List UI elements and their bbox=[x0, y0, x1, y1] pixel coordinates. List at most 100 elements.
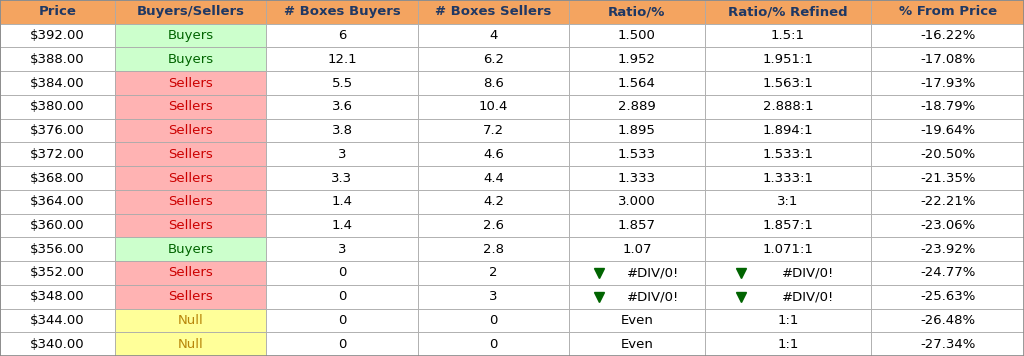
Bar bbox=[569, 190, 705, 214]
Text: 2.6: 2.6 bbox=[483, 219, 504, 232]
Bar bbox=[0, 285, 115, 309]
Bar bbox=[266, 47, 418, 71]
Bar bbox=[569, 261, 705, 285]
Bar bbox=[115, 214, 266, 237]
Text: Price: Price bbox=[39, 5, 76, 19]
Bar bbox=[569, 24, 705, 47]
Text: $384.00: $384.00 bbox=[30, 77, 85, 90]
Bar bbox=[569, 214, 705, 237]
Bar bbox=[266, 261, 418, 285]
Text: $356.00: $356.00 bbox=[30, 243, 85, 256]
Bar bbox=[569, 285, 705, 309]
Bar bbox=[266, 166, 418, 190]
Bar bbox=[418, 95, 569, 119]
Bar bbox=[705, 0, 871, 24]
Text: 0: 0 bbox=[338, 266, 346, 279]
Bar bbox=[569, 71, 705, 95]
Bar bbox=[871, 166, 1024, 190]
Bar bbox=[871, 261, 1024, 285]
Bar bbox=[115, 71, 266, 95]
Bar bbox=[871, 47, 1024, 71]
Bar bbox=[705, 24, 871, 47]
Text: #DIV/0!: #DIV/0! bbox=[627, 266, 679, 279]
Text: Sellers: Sellers bbox=[168, 77, 213, 90]
Text: -25.63%: -25.63% bbox=[920, 290, 976, 303]
Bar bbox=[871, 285, 1024, 309]
Bar bbox=[705, 142, 871, 166]
Text: 2.888:1: 2.888:1 bbox=[763, 100, 813, 113]
Bar bbox=[0, 261, 115, 285]
Text: Buyers: Buyers bbox=[167, 29, 214, 42]
Bar bbox=[569, 142, 705, 166]
Text: Sellers: Sellers bbox=[168, 290, 213, 303]
Text: 2: 2 bbox=[489, 266, 498, 279]
Bar bbox=[266, 71, 418, 95]
Bar bbox=[0, 119, 115, 142]
Bar bbox=[115, 47, 266, 71]
Text: $364.00: $364.00 bbox=[30, 195, 85, 208]
Text: 1.894:1: 1.894:1 bbox=[763, 124, 813, 137]
Text: Sellers: Sellers bbox=[168, 219, 213, 232]
Text: Null: Null bbox=[177, 337, 204, 351]
Bar bbox=[569, 47, 705, 71]
Text: Sellers: Sellers bbox=[168, 266, 213, 279]
Text: 1.4: 1.4 bbox=[332, 219, 352, 232]
Text: 6.2: 6.2 bbox=[483, 53, 504, 66]
Bar bbox=[266, 0, 418, 24]
Bar bbox=[871, 237, 1024, 261]
Text: -21.35%: -21.35% bbox=[920, 172, 976, 184]
Text: -20.50%: -20.50% bbox=[921, 148, 975, 161]
Bar bbox=[266, 190, 418, 214]
Bar bbox=[266, 214, 418, 237]
Text: 8.6: 8.6 bbox=[483, 77, 504, 90]
Text: % From Price: % From Price bbox=[899, 5, 996, 19]
Bar bbox=[115, 285, 266, 309]
Text: -23.06%: -23.06% bbox=[921, 219, 975, 232]
Text: -23.92%: -23.92% bbox=[920, 243, 976, 256]
Bar bbox=[418, 261, 569, 285]
Text: Sellers: Sellers bbox=[168, 148, 213, 161]
Text: Sellers: Sellers bbox=[168, 172, 213, 184]
Bar bbox=[266, 142, 418, 166]
Bar bbox=[266, 285, 418, 309]
Text: Ratio/%: Ratio/% bbox=[608, 5, 666, 19]
Bar bbox=[0, 166, 115, 190]
Text: -19.64%: -19.64% bbox=[921, 124, 975, 137]
Text: 3: 3 bbox=[338, 148, 346, 161]
Bar bbox=[705, 47, 871, 71]
Text: $392.00: $392.00 bbox=[30, 29, 85, 42]
Text: 0: 0 bbox=[338, 290, 346, 303]
Bar bbox=[115, 142, 266, 166]
Text: 1.500: 1.500 bbox=[618, 29, 655, 42]
Text: 1.857: 1.857 bbox=[617, 219, 656, 232]
Text: $348.00: $348.00 bbox=[30, 290, 85, 303]
Bar bbox=[115, 309, 266, 332]
Bar bbox=[115, 261, 266, 285]
Text: $376.00: $376.00 bbox=[30, 124, 85, 137]
Bar bbox=[0, 309, 115, 332]
Text: Sellers: Sellers bbox=[168, 124, 213, 137]
Bar bbox=[0, 0, 115, 24]
Bar bbox=[569, 237, 705, 261]
Text: 4: 4 bbox=[489, 29, 498, 42]
Bar bbox=[418, 47, 569, 71]
Text: 1.533: 1.533 bbox=[617, 148, 656, 161]
Bar bbox=[115, 0, 266, 24]
Bar bbox=[418, 71, 569, 95]
Bar bbox=[418, 214, 569, 237]
Bar bbox=[418, 285, 569, 309]
Bar bbox=[871, 190, 1024, 214]
Text: #DIV/0!: #DIV/0! bbox=[782, 290, 835, 303]
Bar bbox=[266, 309, 418, 332]
Bar bbox=[705, 261, 871, 285]
Text: 3.3: 3.3 bbox=[332, 172, 352, 184]
Text: # Boxes Buyers: # Boxes Buyers bbox=[284, 5, 400, 19]
Text: 1:1: 1:1 bbox=[777, 314, 799, 327]
Bar bbox=[418, 190, 569, 214]
Bar bbox=[569, 119, 705, 142]
Text: 7.2: 7.2 bbox=[483, 124, 504, 137]
Text: 4.4: 4.4 bbox=[483, 172, 504, 184]
Text: 1.533:1: 1.533:1 bbox=[763, 148, 813, 161]
Text: 3:1: 3:1 bbox=[777, 195, 799, 208]
Bar bbox=[705, 237, 871, 261]
